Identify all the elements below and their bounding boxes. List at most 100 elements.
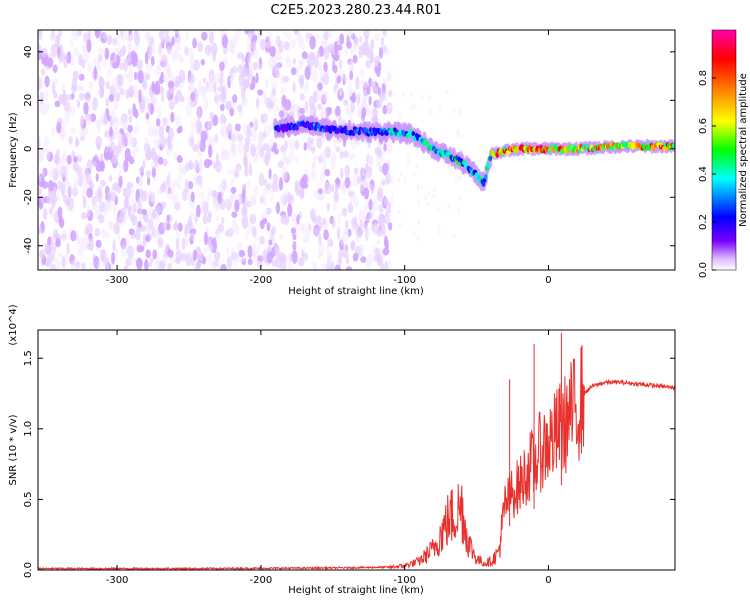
- heatmap-noise-cell: [294, 155, 299, 164]
- heatmap-noise-cell: [283, 30, 288, 37]
- heatmap-noise-cell: [416, 235, 420, 241]
- snr-x-ticks: -300 -200 -100 0: [106, 330, 552, 586]
- heatmap-noise-cell: [107, 146, 113, 160]
- heatmap-noise-cell: [148, 188, 154, 203]
- heatmap-noise-cell: [95, 173, 99, 182]
- heatmap-noise-cell: [265, 183, 272, 190]
- heatmap-noise-cell: [49, 33, 56, 41]
- heatmap-noise-cell: [203, 97, 209, 112]
- heatmap-noise-cell: [363, 80, 370, 88]
- heatmap-noise-cell: [317, 82, 323, 91]
- heatmap-noise-cell: [189, 47, 194, 62]
- heatmap-noise-cell: [66, 242, 70, 255]
- heatmap-noise-cell: [125, 234, 131, 247]
- heatmap-noise-cell: [107, 190, 112, 204]
- heatmap-noise-cell: [271, 80, 278, 91]
- heatmap-noise-cell: [290, 105, 295, 114]
- heatmap-noise-cell: [364, 226, 370, 239]
- heatmap-noise-cell: [398, 113, 402, 119]
- heatmap-noise-cell: [234, 225, 240, 235]
- heatmap-noise-cell: [326, 46, 330, 53]
- heatmap-noise-cell: [359, 224, 364, 238]
- heatmap-noise-cell: [212, 48, 216, 63]
- heatmap-noise-cell: [278, 177, 284, 191]
- heatmap-noise-cell: [315, 33, 320, 42]
- heatmap-noise-cell: [50, 264, 57, 270]
- heatmap-noise-cell: [365, 171, 370, 179]
- heatmap-noise-cell: [98, 53, 103, 63]
- heatmap-noise-cell: [171, 191, 175, 203]
- heatmap-noise-cell: [142, 159, 146, 169]
- heatmap-noise-cell: [334, 178, 341, 185]
- heatmap-noise-cell: [314, 227, 319, 238]
- heatmap-noise-cell: [389, 104, 392, 110]
- heatmap-noise-cell: [194, 159, 200, 173]
- heatmap-noise-cell: [224, 56, 228, 67]
- heatmap-noise-cell: [201, 197, 206, 206]
- heatmap-noise-cell: [360, 256, 367, 263]
- heatmap-noise-cell: [167, 80, 175, 90]
- heatmap-noise-cell: [316, 137, 323, 149]
- heatmap-noise-cell: [257, 135, 263, 148]
- heatmap-noise-cell: [270, 189, 274, 203]
- heatmap-noise-cell: [324, 38, 329, 51]
- heatmap-noise-cell: [297, 33, 304, 46]
- heatmap-noise-cell: [189, 136, 194, 147]
- heatmap-noise-cell: [57, 193, 61, 205]
- heatmap-noise-cell: [268, 101, 275, 109]
- heatmap-noise-cell: [192, 37, 198, 49]
- heatmap-noise-cell: [350, 218, 355, 227]
- heatmap-noise-cell: [158, 30, 165, 40]
- heatmap-noise-cell: [67, 186, 72, 198]
- heatmap-noise-cell: [268, 139, 274, 150]
- heatmap-noise-cell: [318, 155, 324, 164]
- heatmap-noise-cell: [382, 45, 388, 53]
- heatmap-noise-cell: [230, 133, 236, 142]
- heatmap-noise-cell: [78, 73, 85, 81]
- heatmap-noise-cell: [376, 69, 381, 78]
- heatmap-noise-cell: [231, 65, 238, 74]
- heatmap-noise-cell: [110, 192, 117, 202]
- heatmap-noise-cell: [265, 41, 272, 49]
- heatmap-noise-cell: [206, 81, 210, 90]
- heatmap-noise-cell: [358, 45, 364, 58]
- heatmap-noise-cell: [321, 90, 329, 103]
- heatmap-noise-cell: [244, 196, 249, 207]
- heatmap-noise-cell: [316, 215, 322, 222]
- heatmap-noise-cell: [366, 153, 370, 164]
- heatmap-noise-cell: [323, 61, 328, 73]
- spectrogram-y-tick-label: -20: [23, 189, 34, 205]
- heatmap-noise-cell: [38, 226, 43, 235]
- heatmap-noise-cell: [266, 31, 272, 41]
- heatmap-noise-cell: [188, 216, 193, 229]
- heatmap-noise-cell: [44, 102, 51, 111]
- heatmap-noise-cell: [330, 156, 336, 170]
- heatmap-noise-cell: [304, 105, 308, 114]
- heatmap-noise-cell: [97, 89, 104, 97]
- heatmap-noise-cell: [249, 82, 255, 91]
- heatmap-noise-cell: [203, 247, 208, 255]
- heatmap-noise-cell: [126, 134, 133, 147]
- heatmap-noise-cell: [261, 192, 266, 205]
- heatmap-noise-cell: [40, 47, 48, 58]
- heatmap-noise-cell: [355, 233, 361, 243]
- heatmap-noise-cell: [148, 42, 153, 56]
- heatmap-noise-cell: [383, 197, 389, 207]
- heatmap-noise-cell: [350, 33, 356, 40]
- heatmap-noise-cell: [48, 207, 54, 215]
- heatmap-noise-cell: [227, 229, 233, 238]
- heatmap-noise-cell: [180, 95, 185, 103]
- heatmap-noise-cell: [279, 195, 286, 205]
- heatmap-noise-cell: [360, 100, 367, 110]
- heatmap-noise-cell: [72, 156, 78, 163]
- heatmap-noise-cell: [72, 47, 80, 57]
- heatmap-noise-cell: [294, 180, 302, 187]
- heatmap-noise-cell: [244, 168, 249, 177]
- heatmap-noise-cell: [359, 183, 365, 192]
- heatmap-noise-cell: [303, 141, 308, 151]
- heatmap-noise-cell: [177, 222, 183, 232]
- heatmap-noise-cell: [160, 94, 165, 103]
- snr-y-tick-label: 1.5: [23, 350, 34, 366]
- heatmap-noise-cell: [47, 252, 53, 263]
- heatmap-noise-cell: [41, 181, 49, 189]
